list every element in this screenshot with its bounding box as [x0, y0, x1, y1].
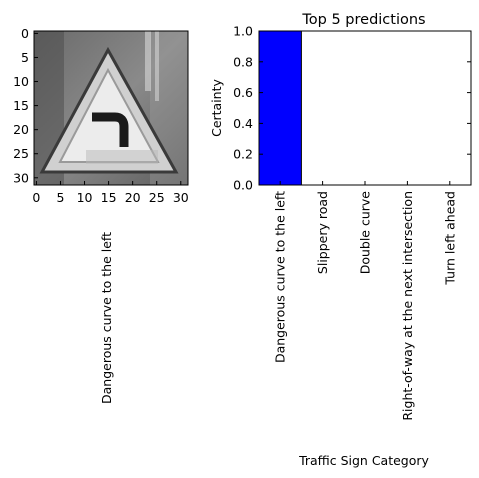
chart-ytick-label: 0.4 — [233, 116, 253, 131]
chart-xtick-label: Dangerous curve to the left — [273, 191, 288, 363]
image-ytick-label: 20 — [13, 122, 29, 137]
image-y-axis: 0 5 10 15 20 25 30 — [13, 26, 38, 185]
image-ytick-label: 5 — [21, 50, 29, 65]
bar — [258, 30, 302, 186]
image-ytick-label: 15 — [13, 98, 29, 113]
chart-y-axis: 0.0 0.2 0.4 0.6 0.8 1.0 — [233, 24, 471, 193]
image-ytick-label: 25 — [13, 146, 29, 161]
chart-ytick-label: 1.0 — [233, 24, 253, 39]
chart-ytick-label: 0.6 — [233, 85, 253, 100]
chart-ytick-label: 0.8 — [233, 54, 253, 69]
image-xlabel: Dangerous curve to the left — [99, 232, 114, 404]
chart-xtick-label: Double curve — [358, 191, 373, 275]
chart-ytick-label: 0.2 — [233, 147, 253, 162]
image-ytick-label: 0 — [21, 26, 29, 41]
image-ytick-label: 30 — [13, 170, 29, 185]
chart-xtick-label: Slippery road — [315, 191, 330, 274]
chart-title: Top 5 predictions — [301, 12, 425, 28]
image-xtick-label: 15 — [101, 190, 117, 205]
chart-xtick-label: Right-of-way at the next intersection — [400, 191, 415, 421]
image-x-axis: 0 5 10 15 20 25 30 — [32, 181, 189, 205]
image-frame — [33, 30, 189, 186]
curve-symbol-icon — [92, 112, 129, 147]
chart-x-axis: Dangerous curve to the left Slippery road… — [273, 181, 457, 421]
chart-xtick-label: Turn left ahead — [442, 191, 457, 286]
image-xtick-label: 5 — [56, 190, 64, 205]
image-xtick-label: 0 — [32, 190, 40, 205]
image-xtick-label: 20 — [125, 190, 141, 205]
image-xtick-label: 10 — [77, 190, 93, 205]
image-ytick-label: 10 — [13, 74, 29, 89]
bar-series — [258, 30, 302, 186]
chart-ylabel: Certainty — [209, 78, 224, 136]
sign-image — [34, 31, 188, 185]
image-xtick-label: 25 — [149, 190, 165, 205]
chart-xlabel: Traffic Sign Category — [298, 453, 429, 468]
image-xtick-label: 30 — [173, 190, 189, 205]
chart-ytick-label: 0.0 — [233, 178, 253, 193]
